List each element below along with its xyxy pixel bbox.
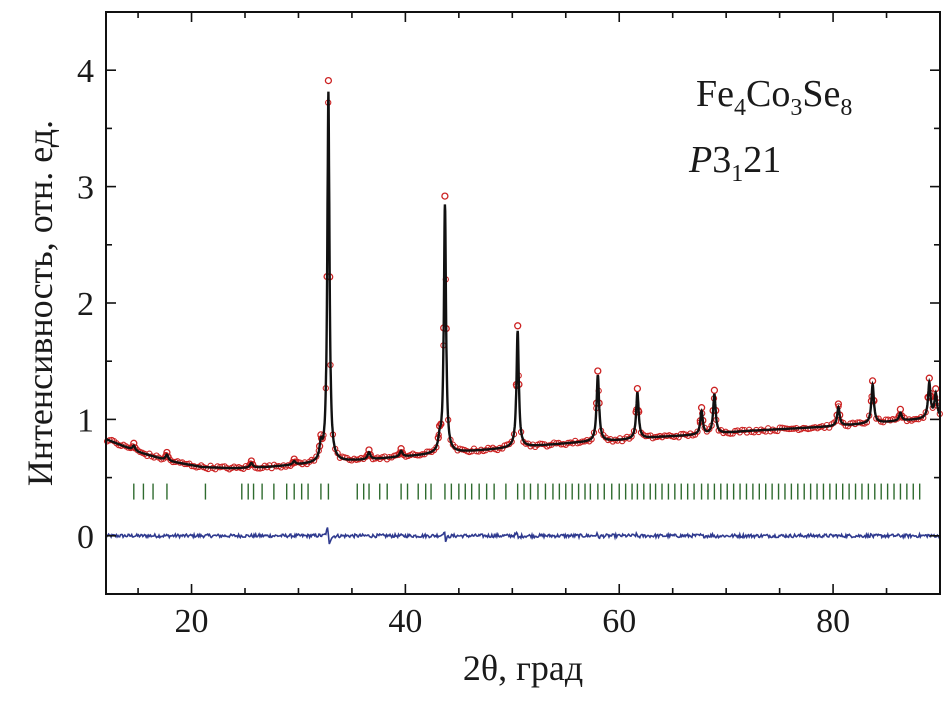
x-axis-title: 2θ, град xyxy=(463,648,583,688)
observed-point xyxy=(633,384,642,393)
observed-point xyxy=(628,433,635,440)
observed-point xyxy=(514,322,522,330)
y-tick-label: 3 xyxy=(77,170,94,207)
observed-point xyxy=(324,76,333,85)
y-axis-title: Интенсивность, отн. ед. xyxy=(20,120,60,486)
formula-element-se: Se xyxy=(802,73,840,115)
x-tick-label: 40 xyxy=(388,603,422,640)
x-tick-label: 20 xyxy=(175,603,209,640)
formula-element-fe: Fe xyxy=(696,73,734,115)
y-tick-label: 4 xyxy=(77,53,94,90)
calculated-curve xyxy=(105,91,941,470)
observed-point xyxy=(710,386,719,394)
formula-sub-co: 3 xyxy=(790,95,802,121)
observed-point xyxy=(441,192,449,200)
x-tick-label: 60 xyxy=(602,603,636,640)
y-tick-label: 1 xyxy=(77,402,94,439)
space-group-letter: P xyxy=(688,139,712,181)
bragg-ticks xyxy=(133,483,921,500)
y-tick-label: 2 xyxy=(77,286,94,323)
formula-sub-se: 8 xyxy=(840,95,852,121)
y-tick-label: 0 xyxy=(77,519,94,556)
space-group-sub: 1 xyxy=(731,161,743,187)
formula-annotation: Fe4Co3Se8 xyxy=(696,73,852,121)
formula-element-co: Co xyxy=(746,73,790,115)
x-tick-label: 80 xyxy=(816,603,850,640)
formula-sub-fe: 4 xyxy=(734,95,746,121)
observed-points xyxy=(103,76,943,473)
observed-point xyxy=(694,428,701,435)
space-group-annotation: P3121 xyxy=(688,139,781,187)
observed-point xyxy=(594,367,602,375)
space-group-tail: 21 xyxy=(743,139,781,181)
observed-point xyxy=(318,434,326,443)
space-group-number: 3 xyxy=(712,139,731,181)
difference-curve xyxy=(105,527,941,545)
